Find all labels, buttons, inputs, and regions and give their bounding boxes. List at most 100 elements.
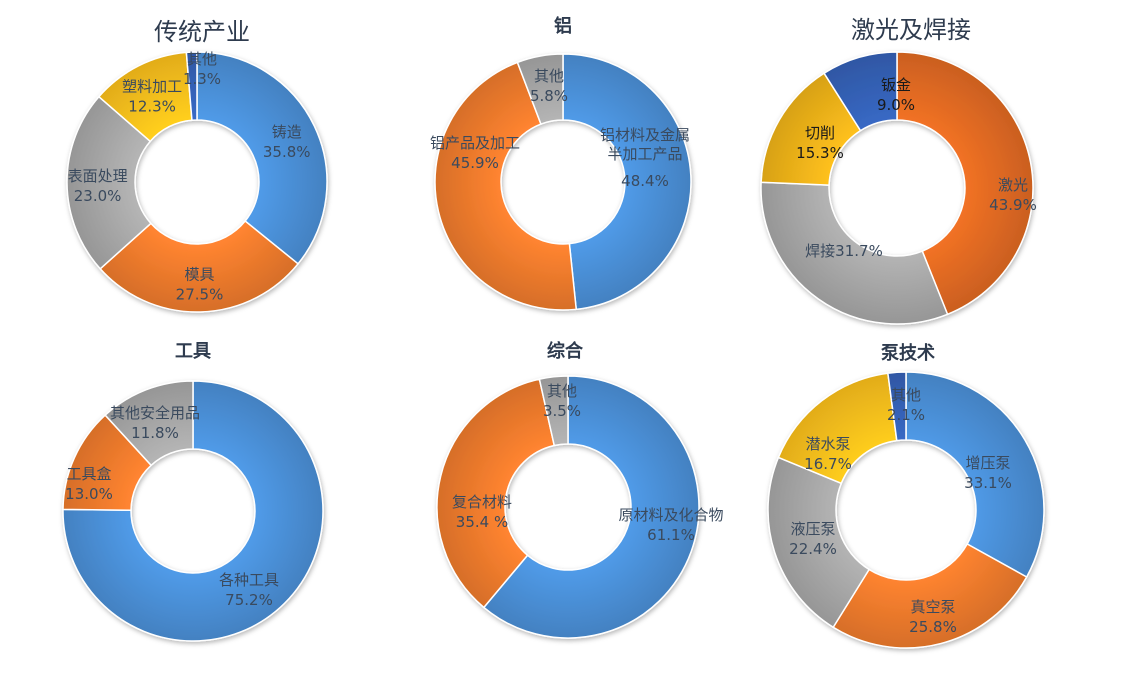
category-name: 液压泵 xyxy=(790,520,835,538)
category-name: 工具盒 xyxy=(66,465,111,483)
category-name: 复合材料 xyxy=(452,493,512,511)
slice-label: 激光 43.9% xyxy=(989,176,1037,214)
slice-液压泵 xyxy=(767,456,871,629)
value-label: 23.0% xyxy=(74,187,122,205)
slice-label: 钣金 9.0% xyxy=(877,76,915,114)
category-name: 各种工具 xyxy=(219,571,279,589)
value-label: 61.1% xyxy=(647,526,695,544)
donut-ring xyxy=(436,375,700,639)
category-name: 其他 xyxy=(547,382,577,400)
chart-title: 综合 xyxy=(547,340,584,362)
category-name: 其他 xyxy=(891,386,921,404)
slice-铝产品及加工 xyxy=(434,61,578,311)
value-label: 43.9% xyxy=(989,196,1037,214)
value-label: 13.0% xyxy=(65,485,113,503)
value-label: 33.1% xyxy=(964,474,1012,492)
category-name: 钣金 xyxy=(881,76,911,94)
category-name: 潜水泵 xyxy=(805,435,850,453)
slice-表面处理 xyxy=(66,95,152,270)
category-name: 其他 xyxy=(534,67,564,85)
slice-激光 xyxy=(896,51,1034,316)
slice-其他 xyxy=(538,375,569,447)
slice-label: 其他 1.3% xyxy=(183,50,221,88)
chart-title: 铝 xyxy=(554,15,572,37)
slice-原材料及化合物 xyxy=(482,375,700,639)
slice-label: 原材料及化合物 61.1% xyxy=(618,506,723,544)
slice-label-text: 焊接31.7% xyxy=(805,242,883,260)
category-name: 原材料及化合物 xyxy=(618,506,723,524)
value-label: 27.5% xyxy=(176,285,224,303)
value-label: 25.8% xyxy=(909,618,957,636)
category-name: 铝材料及金属半加工产品 xyxy=(600,126,690,163)
value-label: 11.8% xyxy=(131,424,179,442)
slice-label: 铸造 35.8% xyxy=(263,123,311,161)
chart-title: 传统产业 xyxy=(154,18,250,46)
slice-label: 工具盒 13.0% xyxy=(65,465,113,503)
category-name: 增压泵 xyxy=(965,454,1010,472)
category-name: 真空泵 xyxy=(910,598,955,616)
category-name: 切削 xyxy=(805,124,835,142)
donut-ring xyxy=(66,51,328,313)
value-label: 22.4% xyxy=(789,540,837,558)
slice-各种工具 xyxy=(62,380,324,642)
slice-label: 切削 15.3% xyxy=(796,124,844,162)
slice-真空泵 xyxy=(832,542,1028,649)
slice-焊接 xyxy=(760,181,949,325)
slice-label: 焊接31.7% xyxy=(805,242,883,260)
category-name: 模具 xyxy=(184,265,214,283)
slice-label: 表面处理 23.0% xyxy=(68,167,128,205)
value-label: 45.9% xyxy=(451,154,499,172)
value-label: 48.4% xyxy=(621,172,669,190)
slice-其他 xyxy=(185,51,198,122)
value-label: 5.8% xyxy=(530,87,568,105)
slice-label: 其他 3.5% xyxy=(543,382,581,420)
value-label: 16.7% xyxy=(804,455,852,473)
slice-label: 潜水泵 16.7% xyxy=(804,435,852,473)
slice-label: 各种工具 75.2% xyxy=(219,571,279,609)
slice-铝材料及金属半加工产品 xyxy=(562,53,692,311)
value-label: 35.8% xyxy=(263,143,311,161)
donut-ring xyxy=(434,53,692,311)
slice-label: 模具 27.5% xyxy=(176,265,224,303)
slice-label: 增压泵 33.1% xyxy=(964,454,1012,492)
value-label: 9.0% xyxy=(877,96,915,114)
value-label: 1.3% xyxy=(183,70,221,88)
slice-label: 其他 2.1% xyxy=(887,386,925,424)
value-label: 3.5% xyxy=(543,402,581,420)
slice-label: 铝材料及金属半加工产品 48.4% xyxy=(600,126,690,190)
value-label: 15.3% xyxy=(796,144,844,162)
category-name: 其他 xyxy=(187,50,217,68)
donut-ring xyxy=(767,371,1045,649)
chart-title: 工具 xyxy=(175,341,211,362)
slice-其他 xyxy=(887,371,907,442)
slice-label: 液压泵 22.4% xyxy=(789,520,837,558)
category-name: 表面处理 xyxy=(68,167,128,185)
slice-label: 铝产品及加工 45.9% xyxy=(430,134,520,172)
category-name: 铸造 xyxy=(272,123,302,141)
category-name: 其他安全用品 xyxy=(110,404,200,422)
slice-label: 塑料加工 12.3% xyxy=(122,77,182,115)
slice-其他 xyxy=(516,53,564,126)
slice-其他安全用品 xyxy=(104,380,194,467)
slice-label: 其他 5.8% xyxy=(530,67,568,105)
category-name: 铝产品及加工 xyxy=(430,134,520,152)
slice-钣金 xyxy=(823,51,898,132)
category-name: 塑料加工 xyxy=(122,77,182,95)
value-label: 35.4 % xyxy=(456,513,508,531)
donut-ring xyxy=(760,51,1034,325)
category-name: 激光 xyxy=(998,176,1028,194)
slice-模具 xyxy=(99,219,300,313)
category-name: 焊接 xyxy=(805,242,835,260)
slice-铸造 xyxy=(196,51,328,265)
value-label: 75.2% xyxy=(225,591,273,609)
donut-ring xyxy=(62,380,324,642)
slice-label: 真空泵 25.8% xyxy=(909,598,957,636)
slice-增压泵 xyxy=(905,371,1045,579)
